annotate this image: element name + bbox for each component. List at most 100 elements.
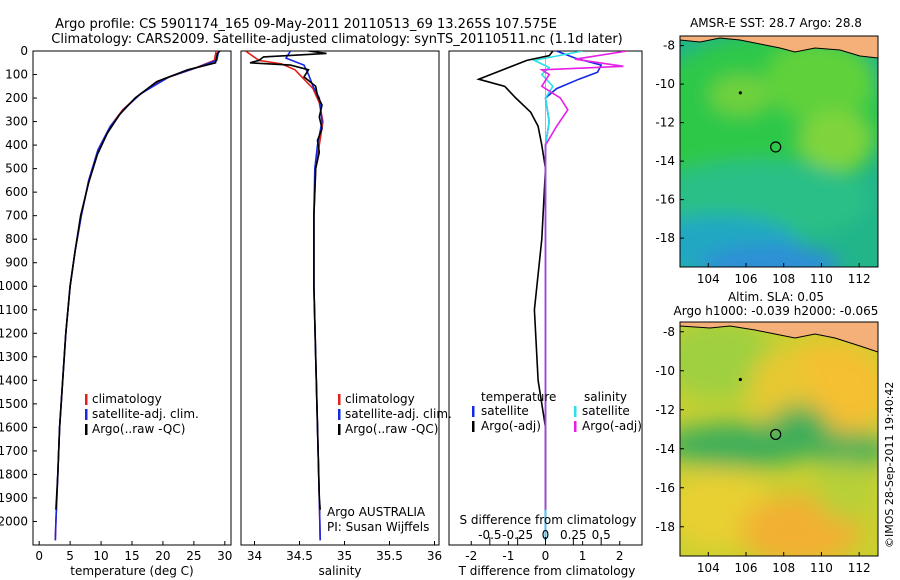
sla-field [815,460,875,520]
island-marker [738,91,742,95]
x-tick-label: 34 [247,549,262,563]
depth-tick-label: 1300 [0,350,28,364]
land-java [680,36,878,58]
x-tick-label: 35.5 [376,549,403,563]
x-tick-label: 30 [217,549,232,563]
legend-title-salinity: salinity [584,390,627,404]
x-tick-label: 5 [66,549,74,563]
series-line [249,51,327,510]
pi-label: PI: Susan Wijffels [327,520,429,534]
series-line [54,51,217,541]
sla-map-title: Altim. SLA: 0.05 [728,290,824,304]
series-line [476,51,554,510]
map-y-tick-label: -14 [655,442,675,456]
depth-tick-label: 100 [5,68,28,82]
x-tick-label: 35 [337,549,352,563]
depth-tick-label: 1500 [0,397,28,411]
legend-label: satellite-adj. clim. [345,407,452,421]
salinity-legend: climatology satellite-adj. clim. Argo(..… [338,392,452,436]
depth-tick-label: 0 [20,44,28,58]
legend-swatch-satellite [85,409,88,420]
sla-map [680,322,878,556]
depth-tick-label: 1100 [0,303,28,317]
coastline [680,325,878,353]
depth-tick-label: 2000 [0,514,28,528]
x-tick-label: 0 [35,549,43,563]
depth-tick-label: 1200 [0,326,28,340]
depth-tick-label: 1700 [0,444,28,458]
series-line [544,51,603,541]
depth-tick-label: 400 [5,138,28,152]
legend-swatch-climatology [85,394,88,405]
map-y-tick-label: -18 [655,231,675,245]
depth-tick-label: 900 [5,256,28,270]
x-tick-label: 10 [93,549,108,563]
sla-map-frame [679,321,879,557]
legend-label: satellite-adj. clim. [92,407,199,421]
difference-xlabel-2: S difference from climatology [460,513,637,527]
salinity-plot-frame [240,50,440,546]
island-marker [738,377,742,382]
legend-swatch-s-satellite [574,406,577,417]
map-x-tick-label: 106 [735,272,758,286]
sst-map [680,36,878,267]
x-tick-label: 2 [616,549,624,563]
legend-label: Argo(..raw -QC) [345,422,438,436]
map-x-tick-label: 108 [772,561,795,575]
map-x-tick-label: 106 [735,561,758,575]
legend-swatch-argo [338,424,341,435]
coastline [680,37,878,59]
series-line [245,51,324,541]
legend-swatch-t-argo [472,421,475,432]
x-tick-label-secondary: -0.5 [478,528,501,542]
land-java [680,322,878,352]
series-line [284,51,323,541]
temperature-series [54,51,221,541]
depth-tick-label: 300 [5,115,28,129]
imos-timestamp: ©IMOS 28-Sep-2011 19:40:42 [883,382,896,548]
map-y-tick-label: -18 [655,520,675,534]
sla-map-subtitle: Argo h1000: -0.039 h2000: -0.065 [674,304,879,318]
x-tick-label-secondary: 0 [542,528,550,542]
x-axis-ticks: 0 5 10 15 20 25 30 34 34.5 35 35.5 36 -2 -1 0 1 2 -0.5 -0.… [35,528,623,563]
x-tick-label: 25 [186,549,201,563]
map-x-tick-label: 112 [848,561,871,575]
argo-program-label: Argo AUSTRALIA [327,505,426,519]
title-line-1: Argo profile: CS 5901174_165 09-May-2011… [55,17,557,32]
salinity-series [245,51,327,541]
sst-field-warm [710,75,770,115]
depth-tick-label: 600 [5,185,28,199]
sst-map-frame [679,35,879,268]
x-tick-label-secondary: 0.25 [560,528,587,542]
argo-float-marker [770,428,782,441]
map-x-tick-label: 108 [772,272,795,286]
sla-field [810,432,878,468]
legend-label: Argo(..raw -QC) [92,422,185,436]
map-x-tick-label: 110 [810,272,833,286]
x-tick-label: 0 [542,549,550,563]
legend-label: satellite [582,404,630,418]
map-y-tick-label: -10 [655,364,675,378]
sst-map-axes: -8 -10 -12 -14 -16 -18 104 106 108 110 112 [655,39,870,286]
sst-field-cool [700,245,840,267]
depth-tick-label: 700 [5,209,28,223]
depth-tick-label: 1600 [0,420,28,434]
x-tick-label: 34.5 [286,549,313,563]
map-y-tick-label: -14 [655,154,675,168]
argo-float-marker [770,141,782,153]
map-x-tick-label: 110 [810,561,833,575]
depth-tick-label: 1000 [0,279,28,293]
x-tick-label: 20 [155,549,170,563]
legend-label: Argo(-adj) [481,419,541,433]
legend-swatch-t-satellite [472,406,475,417]
difference-legend: temperature salinity satellite Argo(-adj… [472,390,642,433]
depth-tick-label: 1900 [0,491,28,505]
sst-field-warm [800,110,870,170]
x-tick-label: 36 [427,549,442,563]
difference-xlabel: T difference from climatology [458,564,636,578]
temperature-plot-frame [32,50,232,546]
legend-title-temperature: temperature [481,390,556,404]
legend-swatch-argo [85,424,88,435]
x-tick-label-secondary: 0.5 [592,528,611,542]
